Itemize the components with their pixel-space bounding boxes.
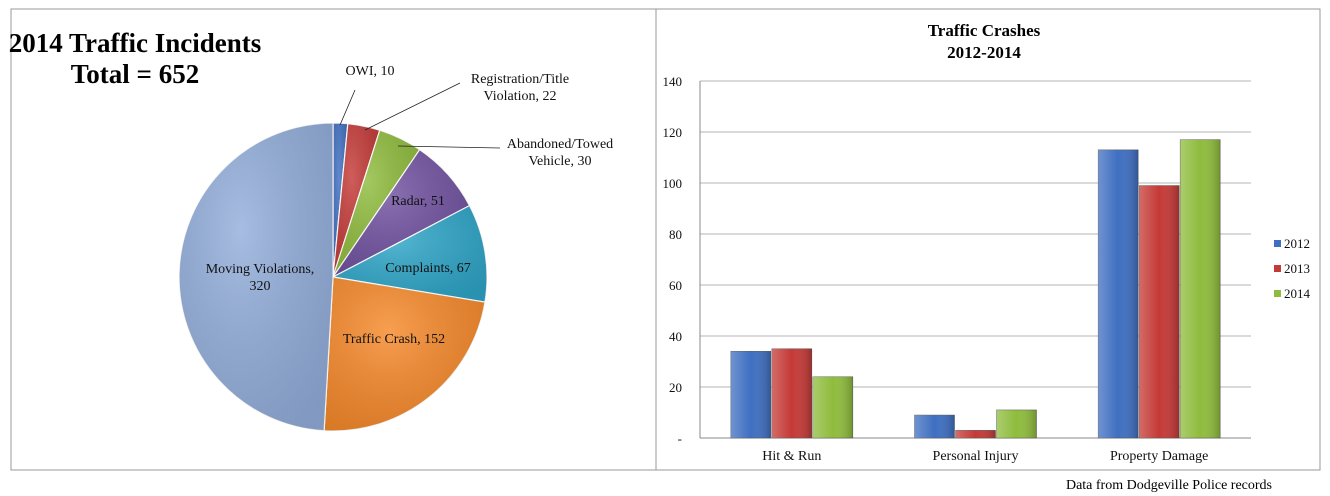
bar-shade [955, 430, 996, 438]
bar-shade [771, 348, 812, 438]
bar-chart: - 20 40 60 80 100 120 140 Hit & Run Personal Inju… [663, 74, 1251, 464]
pie-label-owi: OWI, 10 [346, 64, 395, 79]
pie-slice-shade-traffic-crash [324, 277, 485, 431]
pie-slice-shade-abandoned-towed-vehicle [333, 130, 420, 277]
y-tick-label: 60 [669, 278, 682, 293]
pie-label-traffic-crash: Traffic Crash, 152 [343, 332, 445, 347]
bar-chart-title-line-2: 2012-2014 [947, 43, 1021, 62]
y-tick-label: 140 [663, 74, 683, 89]
pie-label-registration-title-violation: Violation, 22 [483, 89, 556, 104]
bar-shade [1180, 139, 1221, 438]
bar-chart-title-line-1: Traffic Crashes [928, 21, 1041, 40]
pie-chart-title: 2014 Traffic Incidents [9, 28, 262, 58]
pie-leader-line-abandoned-towed-vehicle [397, 145, 501, 149]
bar-shade [996, 409, 1037, 438]
source-note: Data from Dodgeville Police records [1066, 478, 1272, 493]
legend-swatch-2012 [1274, 240, 1281, 247]
bar-shade [914, 415, 955, 438]
bar-shade [1098, 149, 1139, 438]
y-tick-label: 40 [669, 329, 682, 344]
y-tick-label: 100 [663, 176, 683, 191]
pie-label-abandoned-towed-vehicle: Abandoned/Towed [507, 137, 613, 152]
bar-shade [730, 351, 771, 438]
pie-label-moving-violations: Moving Violations, [206, 262, 315, 277]
legend-label-2014: 2014 [1284, 286, 1311, 301]
pie-slice-shade-moving-violations [179, 123, 333, 431]
pie-leader-line-owi [339, 89, 356, 126]
pie-label-registration-title-violation: Registration/Title [471, 72, 569, 87]
x-tick-label: Personal Injury [933, 449, 1019, 464]
pie-slice-shade-complaints [333, 205, 488, 303]
pie-label-abandoned-towed-vehicle: Vehicle, 30 [529, 154, 592, 169]
x-tick-label: Property Damage [1110, 449, 1208, 464]
x-tick-label: Hit & Run [762, 449, 821, 464]
y-tick-label: 120 [663, 125, 683, 140]
pie-label-moving-violations: 320 [250, 279, 271, 294]
legend-label-2013: 2013 [1284, 261, 1310, 276]
legend-swatch-2014 [1274, 290, 1281, 297]
pie-chart-subtitle: Total = 652 [71, 59, 199, 89]
legend-label-2012: 2012 [1284, 236, 1310, 251]
pie-label-complaints: Complaints, 67 [385, 261, 471, 276]
pie-label-radar: Radar, 51 [391, 194, 445, 209]
bar-shade [812, 376, 853, 438]
y-tick-label: 20 [669, 380, 682, 395]
y-tick-label: - [678, 431, 682, 446]
bar-shade [1139, 185, 1180, 438]
legend-swatch-2013 [1274, 265, 1281, 272]
pie-leader-line-registration-title-violation [364, 82, 461, 131]
pie-chart: OWI, 10 Registration/Title Violation, 22 Ab… [178, 64, 613, 432]
pie-slice-shade-radar [333, 149, 470, 277]
legend: 2012 2013 2014 [1274, 236, 1311, 301]
y-tick-label: 80 [669, 227, 682, 242]
